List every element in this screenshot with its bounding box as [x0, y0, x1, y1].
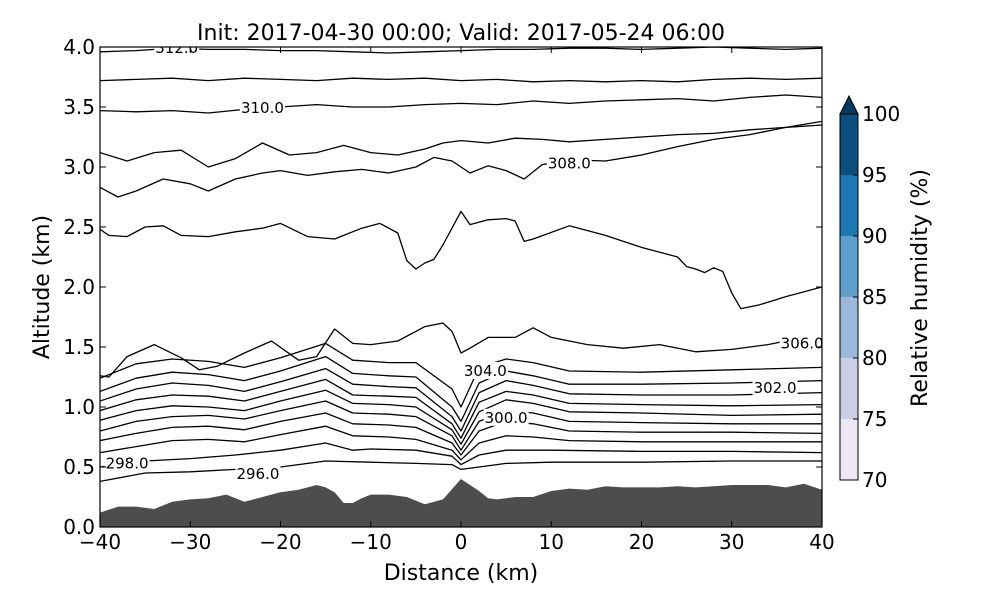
contour-label-bg: [546, 154, 592, 172]
contour-line-14: [100, 124, 822, 168]
x-tick-label: 0: [455, 530, 468, 554]
colorbar-tick-label: 90: [862, 224, 887, 248]
plot-content: 312.0 310.0 308.0 306.0 304.0 302.0 300.0 298.0…: [100, 39, 824, 527]
x-tick-label: 10: [539, 530, 564, 554]
contour-line-10: [100, 342, 822, 408]
contour-label-bg: [483, 408, 529, 426]
contour-label-bg: [235, 465, 281, 483]
y-tick-label: 1.0: [63, 395, 95, 419]
contour-line-16: [100, 77, 822, 83]
colorbar-band: [840, 236, 858, 297]
colorbar: 100 95 90 85 80 75 70: [839, 94, 900, 492]
contour-line-8: [100, 367, 822, 432]
x-tick-label: 40: [809, 530, 834, 554]
contour-label: 298.0: [106, 454, 149, 472]
contour-label-bg: [154, 47, 200, 57]
y-tick-label: 2.0: [63, 275, 95, 299]
contour-line-15: [100, 94, 822, 114]
contour-line-5: [100, 400, 822, 451]
x-tick-label: 30: [719, 530, 744, 554]
contour-label-bg: [752, 378, 798, 396]
colorbar-band: [840, 175, 858, 236]
colorbar-band: [840, 358, 858, 419]
terrain-fill: [100, 479, 822, 527]
colorbar-tick-label: 80: [862, 346, 887, 370]
contour-label: 310.0: [241, 99, 284, 117]
y-axis-title: Altitude (km): [30, 215, 55, 359]
colorbar-tick-label: 70: [862, 468, 887, 492]
contour-label-group: 302.0: [752, 378, 798, 397]
axes: −40 −30 −20 −10 0 10 20 30 400.00.51.01.52.02.53…: [63, 35, 835, 554]
colorbar-title: Relative humidity (%): [908, 169, 933, 407]
colorbar-tick-label: 75: [862, 407, 887, 431]
colorbar-band: [840, 419, 858, 480]
x-tick-label: −20: [259, 530, 301, 554]
contour-line-3: [100, 425, 822, 461]
contour-label: 312.0: [155, 39, 198, 57]
contour-line-2: [100, 442, 822, 468]
contour-label: 300.0: [485, 409, 528, 427]
contour-label-group: 308.0: [546, 154, 592, 172]
colorbar-band: [840, 297, 858, 358]
colorbar-tick-label: 100: [862, 102, 900, 126]
y-tick-label: 3.0: [63, 155, 95, 179]
y-tick-label: 0.5: [63, 455, 95, 479]
plot-area: 312.0 310.0 308.0 306.0 304.0 302.0 300.0 298.0…: [100, 39, 824, 527]
x-tick-label: −30: [169, 530, 211, 554]
colorbar-tick-label: 85: [862, 285, 887, 309]
contour-label-group: 304.0: [462, 362, 508, 380]
colorbar-band: [840, 114, 858, 175]
y-tick-label: 1.5: [63, 335, 95, 359]
chart-title: Init: 2017-04-30 00:00; Valid: 2017-05-2…: [197, 21, 725, 46]
contour-line-13: [100, 120, 822, 198]
contour-label-group: 296.0: [235, 465, 281, 483]
contour-line-1: [100, 460, 822, 483]
y-tick-label: 4.0: [63, 35, 95, 59]
contour-line-9: [100, 355, 822, 423]
contour-label: 306.0: [781, 334, 824, 352]
colorbar-extend-arrow: [839, 94, 859, 115]
contour-line-11: [100, 322, 822, 378]
contour-label-bg: [239, 99, 285, 117]
colorbar-tick-label: 95: [862, 163, 887, 187]
contour-label-group: 310.0: [239, 99, 285, 117]
contour-label: 302.0: [754, 379, 797, 397]
x-tick-label: −10: [350, 530, 392, 554]
contour-line-6: [100, 389, 822, 445]
contour-label-group: 298.0: [104, 454, 150, 472]
contour-label-group: 312.0: [154, 39, 200, 57]
contour-label-bg: [462, 362, 508, 379]
y-tick-label: 0.0: [63, 515, 95, 539]
contour-line-12: [100, 210, 822, 310]
contour-label-bg: [104, 454, 150, 472]
contour-label: 304.0: [464, 362, 507, 380]
x-axis-title: Distance (km): [384, 561, 539, 586]
contour-label: 308.0: [548, 154, 591, 172]
contour-label-group: 306.0: [779, 334, 824, 352]
contour-label-group: 300.0: [483, 408, 529, 427]
x-tick-label: −40: [79, 530, 121, 554]
contour-line-7: [100, 378, 822, 439]
contour-label: 296.0: [236, 465, 279, 483]
x-tick-label: 20: [629, 530, 654, 554]
contour-line-4: [100, 412, 822, 456]
y-tick-label: 3.5: [63, 95, 95, 119]
y-tick-label: 2.5: [63, 215, 95, 239]
contour-label-bg: [779, 334, 822, 352]
